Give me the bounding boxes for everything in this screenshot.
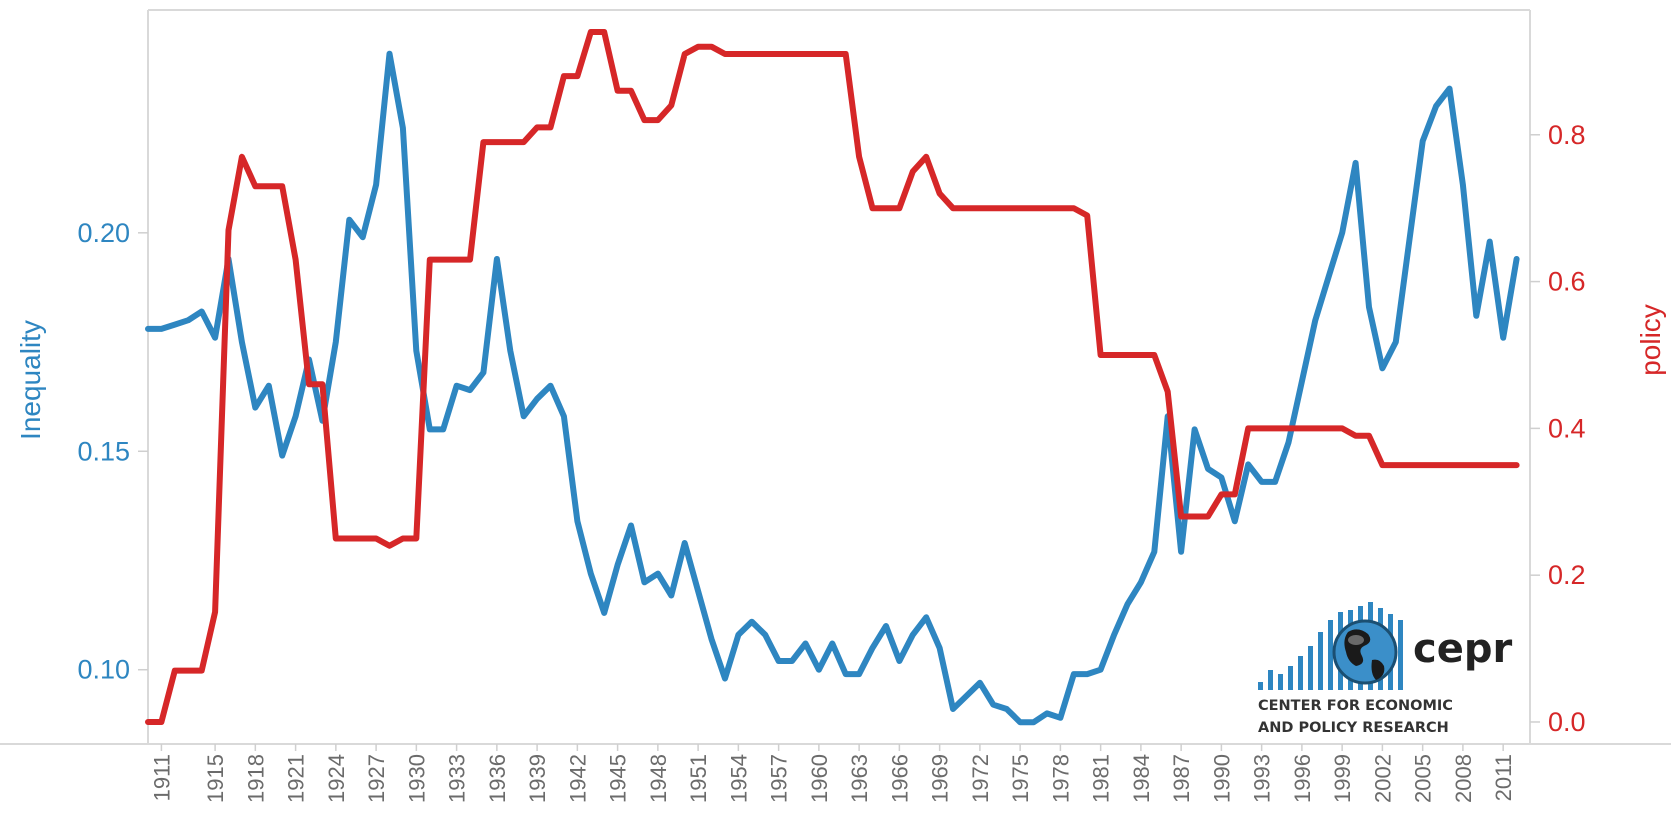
- logo-bar: [1268, 670, 1273, 690]
- x-tick-label: 1951: [686, 754, 711, 803]
- x-tick-label: 1915: [203, 754, 228, 803]
- right-axis-title: policy: [1635, 304, 1666, 376]
- logo-name: cepr: [1413, 626, 1512, 672]
- x-tick-label: 1972: [968, 754, 993, 803]
- x-tick-label: 1918: [243, 754, 268, 803]
- logo-bar: [1298, 656, 1303, 690]
- logo-bar: [1258, 682, 1263, 690]
- x-tick-label: 1990: [1209, 754, 1234, 803]
- globe-icon: [1332, 619, 1398, 685]
- x-tick-label: 1954: [726, 754, 751, 803]
- x-tick-label: 1981: [1089, 754, 1114, 803]
- right-tick-label: 0.4: [1548, 413, 1586, 443]
- x-tick-label: 2005: [1411, 754, 1436, 803]
- logo-bar: [1308, 646, 1313, 690]
- logo-bar: [1328, 620, 1333, 690]
- right-tick-label: 0.6: [1548, 267, 1586, 297]
- right-tick-label: 0.2: [1548, 560, 1586, 590]
- x-tick-label: 2008: [1451, 754, 1476, 803]
- cepr-logo: cepr CENTER FOR ECONOMIC AND POLICY RESE…: [1258, 602, 1512, 736]
- logo-line-1: CENTER FOR ECONOMIC: [1258, 698, 1453, 714]
- x-tick-label: 1924: [324, 754, 349, 803]
- x-tick-label: 1927: [364, 754, 389, 803]
- x-tick-label: 1933: [445, 754, 470, 803]
- x-tick-label: 1948: [646, 754, 671, 803]
- left-tick-label: 0.10: [77, 655, 130, 685]
- x-tick-label: 1936: [485, 754, 510, 803]
- series-line-inequality: [145, 50, 1520, 726]
- left-tick-label: 0.20: [77, 218, 130, 248]
- x-tick-label: 1984: [1129, 754, 1154, 803]
- x-tick-label: 1987: [1169, 754, 1194, 803]
- right-y-ticks: 0.0 0.2 0.4 0.6 0.8: [1530, 120, 1586, 737]
- x-tick-label: 1945: [606, 754, 631, 803]
- logo-bar: [1398, 620, 1403, 690]
- logo-bar: [1278, 674, 1283, 690]
- x-tick-label: 1942: [565, 754, 590, 803]
- left-axis-title: Inequality: [15, 320, 46, 440]
- x-tick-label: 1996: [1290, 754, 1315, 803]
- x-tick-label: 1999: [1330, 754, 1355, 803]
- x-tick-label: 1939: [525, 754, 550, 803]
- x-axis-ticks: 1911 1915 1918 1921 1924 1927 1930 1933 1936 1939…: [149, 744, 1516, 803]
- series-layer: [145, 29, 1520, 726]
- x-tick-label: 1963: [847, 754, 872, 803]
- x-tick-label: 1975: [1008, 754, 1033, 803]
- x-tick-label: 1969: [928, 754, 953, 803]
- series-line-policy: [145, 29, 1520, 725]
- x-tick-label: 1921: [284, 754, 309, 803]
- x-tick-label: 1978: [1048, 754, 1073, 803]
- left-tick-label: 0.15: [77, 436, 130, 466]
- x-tick-label: 1911: [149, 754, 174, 801]
- logo-bar: [1318, 632, 1323, 690]
- left-y-ticks: 0.10 0.15 0.20: [77, 218, 148, 685]
- plot-frame: [0, 9, 1671, 745]
- x-tick-label: 1930: [404, 754, 429, 803]
- x-tick-label: 2011: [1491, 754, 1516, 801]
- x-tick-label: 1966: [887, 754, 912, 803]
- logo-line-2: AND POLICY RESEARCH: [1258, 720, 1449, 736]
- x-tick-label: 1960: [807, 754, 832, 803]
- right-tick-label: 0.8: [1548, 120, 1586, 150]
- right-tick-label: 0.0: [1548, 707, 1586, 737]
- x-tick-label: 2002: [1370, 754, 1395, 803]
- x-tick-label: 1957: [767, 754, 792, 803]
- x-tick-label: 1993: [1250, 754, 1275, 803]
- logo-bar: [1288, 666, 1293, 690]
